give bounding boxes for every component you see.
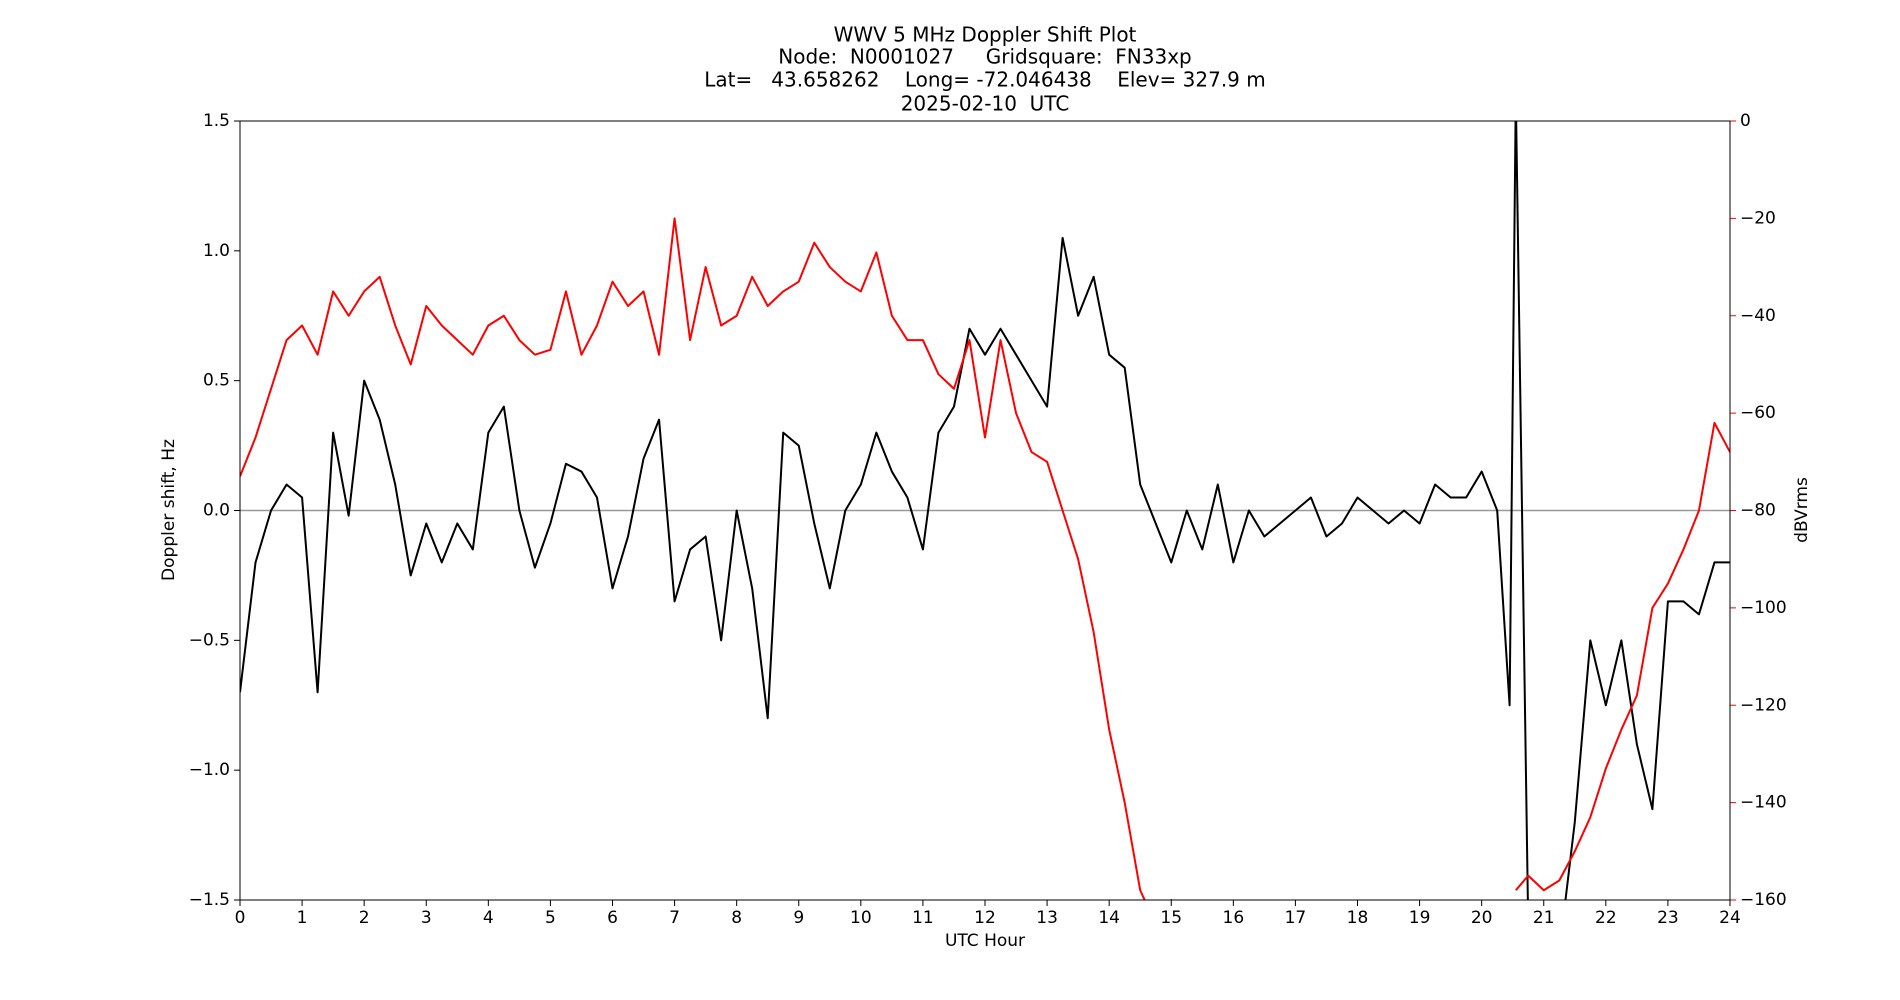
x-tick-label: 0 bbox=[235, 908, 246, 928]
y-axis-label: Doppler shift, Hz bbox=[159, 439, 179, 581]
x-tick-label: 12 bbox=[974, 908, 996, 928]
y2-tick-label: −40 bbox=[1740, 306, 1776, 326]
x-tick-label: 4 bbox=[483, 908, 494, 928]
x-tick-label: 17 bbox=[1285, 908, 1307, 928]
y2-tick-label: −20 bbox=[1740, 208, 1776, 228]
x-axis-label: UTC Hour bbox=[945, 931, 1025, 951]
x-tick-label: 3 bbox=[421, 908, 432, 928]
y-tick-label: 1.0 bbox=[203, 241, 230, 261]
x-tick-label: 21 bbox=[1533, 908, 1555, 928]
y-tick-label: −0.5 bbox=[189, 630, 230, 650]
x-tick-label: 8 bbox=[731, 908, 742, 928]
chart-subtitle: 2025-02-10 UTC bbox=[901, 92, 1070, 116]
y-tick-label: 0.0 bbox=[203, 501, 230, 521]
y2-tick-label: −80 bbox=[1740, 501, 1776, 521]
plot-area bbox=[240, 121, 1730, 900]
x-tick-label: 6 bbox=[607, 908, 618, 928]
x-tick-label: 22 bbox=[1595, 908, 1617, 928]
x-tick-label: 13 bbox=[1036, 908, 1058, 928]
y-tick-label: 0.5 bbox=[203, 371, 230, 391]
x-tick-label: 24 bbox=[1719, 908, 1741, 928]
y2-axis-label: dBVrms bbox=[1792, 477, 1812, 543]
x-tick-label: 18 bbox=[1347, 908, 1369, 928]
x-tick-label: 23 bbox=[1657, 908, 1679, 928]
x-tick-label: 2 bbox=[359, 908, 370, 928]
x-tick-label: 20 bbox=[1471, 908, 1493, 928]
x-tick-label: 1 bbox=[297, 908, 308, 928]
y-tick-label: −1.0 bbox=[189, 760, 230, 780]
x-tick-label: 14 bbox=[1098, 908, 1120, 928]
x-tick-label: 16 bbox=[1223, 908, 1245, 928]
chart-subtitle: Lat= 43.658262 Long= -72.046438 Elev= 32… bbox=[704, 68, 1266, 92]
data-line bbox=[240, 217, 1730, 900]
y-tick-label: −1.5 bbox=[189, 890, 230, 910]
x-tick-label: 19 bbox=[1409, 908, 1431, 928]
y-tick-label: 1.5 bbox=[203, 111, 230, 131]
y2-tick-label: 0 bbox=[1740, 111, 1751, 131]
x-tick-label: 10 bbox=[850, 908, 872, 928]
plot-frame bbox=[239, 120, 1731, 901]
x-tick-label: 7 bbox=[669, 908, 680, 928]
x-tick-label: 11 bbox=[912, 908, 934, 928]
y2-tick-label: −160 bbox=[1740, 890, 1787, 910]
chart-title: WWV 5 MHz Doppler Shift Plot bbox=[834, 23, 1137, 47]
x-tick-label: 15 bbox=[1160, 908, 1182, 928]
y2-tick-label: −60 bbox=[1740, 403, 1776, 423]
y2-tick-label: −120 bbox=[1740, 695, 1787, 715]
y2-tick-label: −100 bbox=[1740, 598, 1787, 618]
chart-subtitle: Node: N0001027 Gridsquare: FN33xp bbox=[778, 45, 1191, 69]
y2-tick-label: −140 bbox=[1740, 793, 1787, 813]
x-tick-label: 9 bbox=[793, 908, 804, 928]
x-tick-label: 5 bbox=[545, 908, 556, 928]
data-line bbox=[240, 121, 1730, 900]
